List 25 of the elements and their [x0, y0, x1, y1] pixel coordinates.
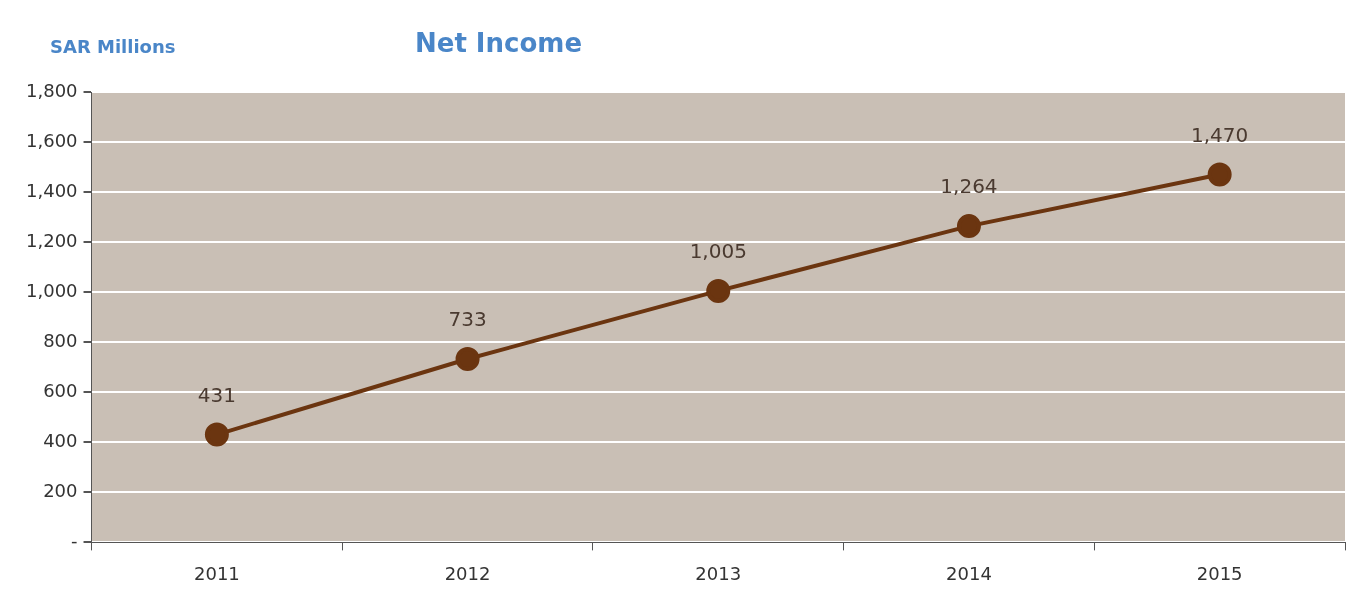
y-tick-label: 1,200	[26, 229, 78, 251]
x-tick-label: 2011	[193, 562, 240, 584]
data-label: 1,005	[689, 239, 747, 264]
data-label: 733	[448, 307, 487, 332]
y-tick-label: 200	[43, 480, 78, 502]
x-tick-label: 2013	[695, 562, 742, 584]
y-tick-label: 1,000	[26, 279, 78, 301]
data-label: 1,470	[1191, 122, 1249, 147]
point	[204, 422, 229, 447]
y-tick-label: 600	[43, 379, 78, 401]
y-tick-label: 400	[43, 429, 78, 451]
y-tick-label: 1,400	[26, 179, 78, 201]
point	[956, 214, 981, 239]
y-tick-label: 1,600	[26, 129, 78, 151]
x-tick-label: 2015	[1196, 562, 1243, 584]
x-tick-label: 2014	[946, 562, 992, 584]
y-tick-label: 1,800	[26, 79, 78, 101]
y-tick-label: -	[71, 530, 78, 552]
point	[706, 278, 731, 303]
point	[455, 346, 480, 371]
y-axis-title: SAR Millions	[50, 36, 176, 57]
x-tick-label: 2012	[444, 562, 491, 584]
point	[1207, 162, 1232, 187]
y-tick-label: 800	[43, 329, 78, 351]
chart-title: Net Income	[415, 28, 583, 58]
